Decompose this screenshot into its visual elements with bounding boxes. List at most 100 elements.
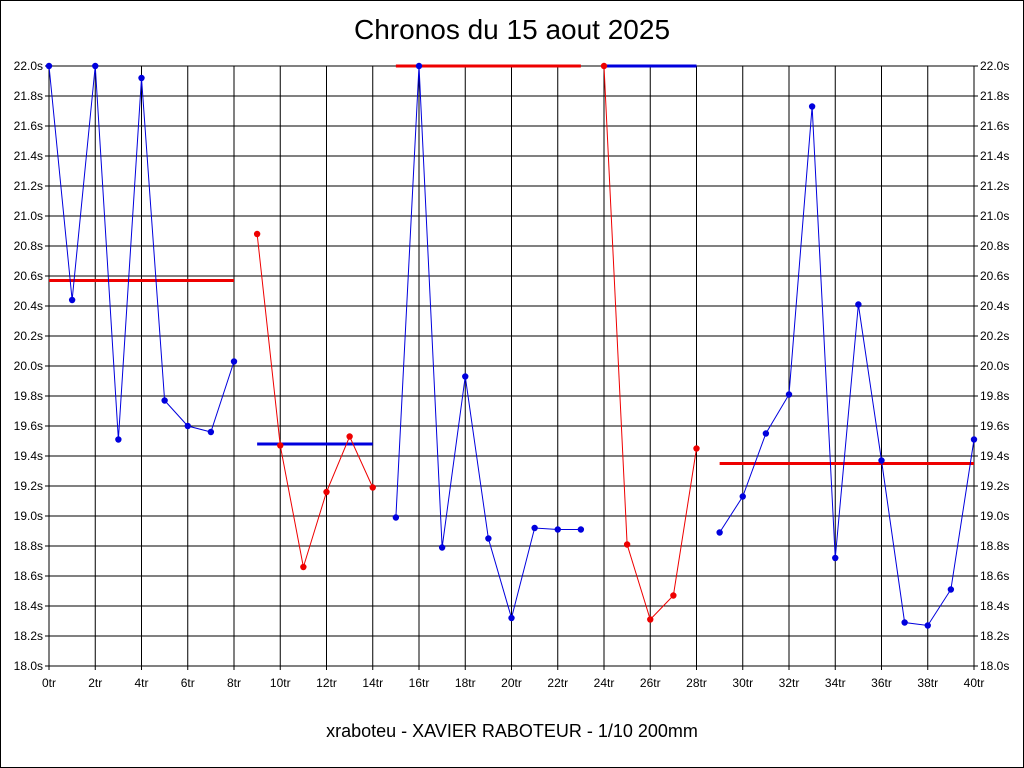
y-tick-label-right: 20.2s	[980, 329, 1009, 343]
data-point	[670, 592, 677, 599]
y-tick-label-right: 18.8s	[980, 539, 1009, 553]
data-point	[184, 422, 191, 430]
data-point	[45, 62, 53, 70]
data-point	[346, 433, 353, 440]
data-point	[369, 484, 376, 491]
data-point	[68, 296, 76, 304]
data-point	[92, 62, 99, 70]
x-tick-label: 30tr	[732, 676, 753, 690]
data-point	[924, 622, 931, 629]
chart-footer: xraboteu - XAVIER RABOTEUR - 1/10 200mm	[326, 721, 698, 741]
x-tick-label: 22tr	[547, 676, 568, 690]
data-point	[808, 103, 816, 110]
y-tick-label-right: 22.0s	[980, 59, 1009, 73]
y-tick-label-right: 21.4s	[980, 149, 1009, 163]
y-tick-label-right: 21.8s	[980, 89, 1009, 103]
y-tick-label-left: 19.6s	[14, 419, 43, 433]
y-tick-label-left: 19.8s	[14, 389, 43, 403]
x-tick-label: 38tr	[917, 676, 938, 690]
x-tick-label: 10tr	[270, 676, 291, 690]
y-tick-label-left: 18.6s	[14, 569, 43, 583]
y-tick-label-right: 19.6s	[980, 419, 1009, 433]
data-point	[832, 554, 839, 562]
data-point	[947, 586, 955, 593]
data-point	[277, 442, 284, 449]
data-point	[600, 62, 608, 70]
y-tick-label-right: 21.2s	[980, 179, 1009, 193]
data-point	[485, 535, 492, 542]
x-tick-label: 0tr	[42, 676, 56, 690]
data-point	[531, 524, 538, 532]
data-point	[161, 397, 168, 404]
data-point	[438, 544, 446, 551]
x-tick-label: 26tr	[640, 676, 661, 690]
data-point	[693, 445, 700, 452]
chart-title: Chronos du 15 aout 2025	[353, 14, 671, 45]
data-point	[392, 514, 400, 521]
data-point	[647, 616, 654, 623]
y-tick-label-left: 19.0s	[14, 509, 43, 523]
data-point	[554, 526, 561, 533]
y-tick-label-left: 20.6s	[14, 269, 43, 283]
y-tick-label-right: 18.2s	[980, 629, 1009, 643]
data-point	[970, 436, 978, 443]
y-tick-label-left: 20.8s	[14, 239, 43, 253]
y-tick-label-right: 21.6s	[980, 119, 1009, 133]
x-tick-label: 14tr	[362, 676, 383, 690]
y-tick-label-left: 18.4s	[14, 599, 43, 613]
data-point	[716, 529, 723, 536]
y-tick-label-left: 18.0s	[14, 659, 43, 673]
y-tick-label-right: 20.4s	[980, 299, 1009, 313]
y-tick-label-left: 19.4s	[14, 449, 43, 463]
data-point	[207, 428, 215, 436]
y-tick-label-right: 19.0s	[980, 509, 1009, 523]
data-point	[323, 488, 330, 496]
y-tick-label-left: 21.4s	[14, 149, 43, 163]
series-line	[719, 106, 975, 627]
data-point	[785, 391, 793, 398]
y-tick-label-left: 20.0s	[14, 359, 43, 373]
y-tick-label-left: 21.0s	[14, 209, 43, 223]
x-tick-label: 12tr	[316, 676, 337, 690]
data-point	[115, 436, 122, 443]
y-tick-label-right: 18.4s	[980, 599, 1009, 613]
x-tick-label: 16tr	[409, 676, 430, 690]
data-point	[138, 74, 145, 82]
x-tick-label: 4tr	[134, 676, 148, 690]
data-point	[739, 493, 746, 500]
data-point	[878, 457, 885, 464]
data-point	[462, 373, 469, 380]
x-tick-label: 34tr	[825, 676, 846, 690]
y-tick-label-left: 21.6s	[14, 119, 43, 133]
data-point	[508, 614, 515, 622]
data-point	[415, 62, 423, 70]
x-tick-label: 2tr	[88, 676, 102, 690]
y-tick-label-left: 21.8s	[14, 89, 43, 103]
y-tick-label-right: 19.8s	[980, 389, 1009, 403]
y-tick-label-left: 22.0s	[14, 59, 43, 73]
y-tick-label-left: 19.2s	[14, 479, 43, 493]
data-point	[762, 430, 770, 437]
data-point	[577, 526, 585, 533]
y-tick-label-left: 20.2s	[14, 329, 43, 343]
x-tick-label: 18tr	[455, 676, 476, 690]
y-tick-label-right: 20.0s	[980, 359, 1009, 373]
data-point	[623, 541, 631, 548]
y-tick-label-left: 18.8s	[14, 539, 43, 553]
y-tick-label-right: 20.6s	[980, 269, 1009, 283]
data-point	[300, 563, 307, 571]
y-tick-label-left: 18.2s	[14, 629, 43, 643]
x-tick-label: 36tr	[871, 676, 892, 690]
y-tick-label-right: 20.8s	[980, 239, 1009, 253]
y-tick-label-right: 21.0s	[980, 209, 1009, 223]
x-tick-label: 28tr	[686, 676, 707, 690]
y-tick-label-right: 19.4s	[980, 449, 1009, 463]
data-point	[855, 301, 862, 308]
x-tick-label: 6tr	[181, 676, 195, 690]
data-point	[230, 358, 238, 365]
y-tick-label-right: 19.2s	[980, 479, 1009, 493]
y-tick-label-left: 21.2s	[14, 179, 43, 193]
x-tick-label: 32tr	[779, 676, 800, 690]
series-line	[256, 233, 374, 568]
